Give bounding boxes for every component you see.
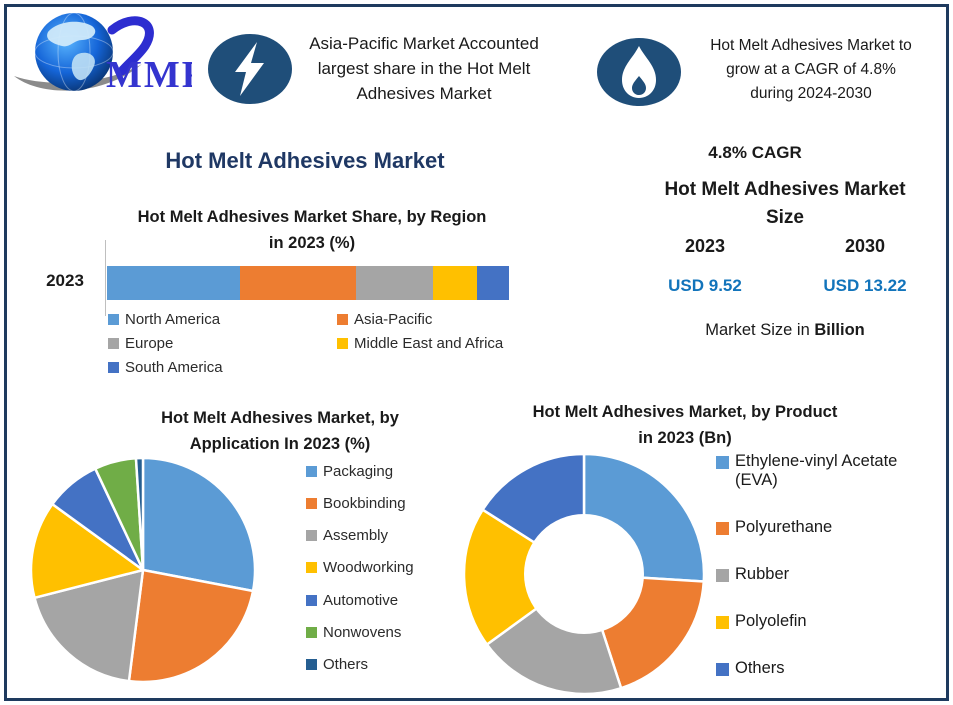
legend-label: Automotive	[323, 591, 399, 609]
slice-polyolefin	[462, 508, 586, 646]
legend-label: Assembly	[323, 527, 389, 545]
bar-chart-title: Hot Melt Adhesives Market Share, by Regi…	[137, 208, 487, 252]
globe-gridline	[57, 12, 91, 92]
lightning-icon	[208, 34, 292, 104]
market-size-title: Hot Melt Adhesives Market Size	[664, 179, 906, 228]
donut-hole	[524, 514, 644, 634]
logo-swoosh	[14, 64, 142, 91]
legend-item-packaging: Packaging	[306, 463, 466, 480]
legend-item-assembly: Assembly	[306, 527, 466, 544]
bar-segment-middle-east-and-africa	[432, 266, 477, 300]
legend-label: Middle East and Africa	[354, 335, 504, 352]
donut-chart-title: Hot Melt Adhesives Market, by Product in…	[532, 403, 838, 447]
legend-swatch	[716, 616, 729, 629]
bar-axis-line	[105, 240, 106, 316]
legend-item-middle-east-and-africa: Middle East and Africa	[337, 335, 540, 352]
legend-label: Nonwovens	[323, 623, 402, 641]
bar-segment-asia-pacific	[239, 266, 357, 300]
legend-label: Woodworking	[323, 559, 414, 577]
bar-legend: North America Asia-Pacific Europe Middle Ea…	[108, 311, 540, 376]
bar-segment-north-america	[107, 266, 240, 300]
legend-item-others: Others	[306, 656, 466, 673]
page-title: Hot Melt Adhesives Market	[165, 148, 445, 173]
legend-label: Others	[735, 659, 785, 677]
slice-assembly	[33, 568, 145, 683]
mmr-logo: MMR	[14, 12, 192, 94]
slice-bookbinding	[127, 568, 255, 684]
pie-chart-title: Hot Melt Adhesives Market, by Applicatio…	[161, 409, 399, 453]
value-2023: USD 9.52	[668, 276, 742, 295]
value-2030: USD 13.22	[823, 276, 907, 295]
legend-swatch	[306, 466, 317, 477]
legend-item-south-america: South America	[108, 359, 337, 376]
legend-label: Asia-Pacific	[354, 311, 433, 328]
note-prefix: Market Size in	[705, 321, 815, 339]
legend-label: North America	[125, 311, 221, 328]
legend-swatch	[108, 314, 119, 325]
slice-others	[134, 456, 145, 572]
legend-label: Europe	[125, 335, 174, 352]
pie-legend: Packaging Bookbinding Assembly Woodworking A…	[306, 463, 466, 673]
legend-label: Rubber	[735, 565, 790, 583]
logo-swoosh-blue	[107, 16, 154, 76]
legend-swatch	[306, 594, 317, 606]
logo-text: MMR	[106, 54, 192, 94]
year-2030: 2030	[844, 236, 886, 256]
bar-segment-south-america	[476, 266, 509, 300]
slice-woodworking	[29, 502, 145, 600]
slice-packaging	[141, 456, 257, 593]
legend-item-nonwovens: Nonwovens	[306, 624, 466, 641]
legend-swatch	[716, 569, 729, 582]
bar-segment-europe	[356, 266, 433, 300]
legend-item-bookbinding: Bookbinding	[306, 495, 466, 512]
legend-label: Polyurethane	[735, 518, 833, 536]
donut-legend: Ethylene-vinyl Acetate (EVA) Polyurethane…	[716, 452, 944, 678]
legend-swatch	[716, 663, 729, 676]
region-stacked-bar	[107, 266, 509, 300]
legend-swatch	[337, 314, 348, 325]
legend-swatch	[306, 562, 317, 574]
legend-swatch	[108, 362, 119, 373]
market-size-values: USD 9.52 USD 13.22	[625, 276, 945, 296]
legend-item-europe: Europe	[108, 335, 337, 352]
note-unit: Billion	[814, 321, 865, 339]
legend-item-ethylene-vinyl-acetate-eva: Ethylene-vinyl Acetate (EVA)	[716, 452, 944, 490]
legend-swatch	[306, 658, 317, 670]
globe-continent-south	[71, 52, 95, 81]
legend-label: Bookbinding	[323, 495, 406, 513]
legend-item-automotive: Automotive	[306, 592, 466, 609]
year-2023: 2023	[684, 236, 726, 256]
legend-item-rubber: Rubber	[716, 565, 944, 584]
legend-swatch	[306, 626, 317, 638]
callout-cagr: Hot Melt Adhesives Market to grow at a C…	[710, 37, 912, 102]
legend-label: Packaging	[323, 463, 394, 480]
legend-swatch	[716, 522, 729, 535]
market-size-years: 2023 2030	[625, 236, 945, 257]
legend-swatch	[306, 498, 317, 510]
legend-item-woodworking: Woodworking	[306, 559, 466, 576]
legend-item-others: Others	[716, 659, 944, 678]
legend-swatch	[108, 338, 119, 349]
flame-icon	[597, 38, 681, 106]
legend-swatch	[337, 338, 348, 349]
legend-label: Polyolefin	[735, 612, 807, 630]
callout-asia-pacific: Asia-Pacific Market Accounted largest sh…	[309, 34, 539, 103]
cagr-value: 4.8% CAGR	[708, 143, 802, 162]
application-pie-chart	[29, 456, 257, 684]
legend-swatch	[716, 456, 729, 469]
legend-item-polyurethane: Polyurethane	[716, 518, 944, 537]
legend-label: Others	[323, 655, 369, 673]
legend-label: South America	[125, 359, 223, 376]
legend-swatch	[306, 530, 317, 542]
legend-item-polyolefin: Polyolefin	[716, 612, 944, 631]
legend-label: Ethylene-vinyl Acetate (EVA)	[735, 452, 898, 489]
globe-continent-north	[47, 21, 96, 47]
market-size-note: Market Size in Billion	[625, 321, 945, 340]
legend-item-north-america: North America	[108, 311, 337, 328]
legend-item-asia-pacific: Asia-Pacific	[337, 311, 540, 328]
bar-category-label: 2023	[46, 271, 84, 290]
product-donut-chart	[462, 452, 706, 696]
